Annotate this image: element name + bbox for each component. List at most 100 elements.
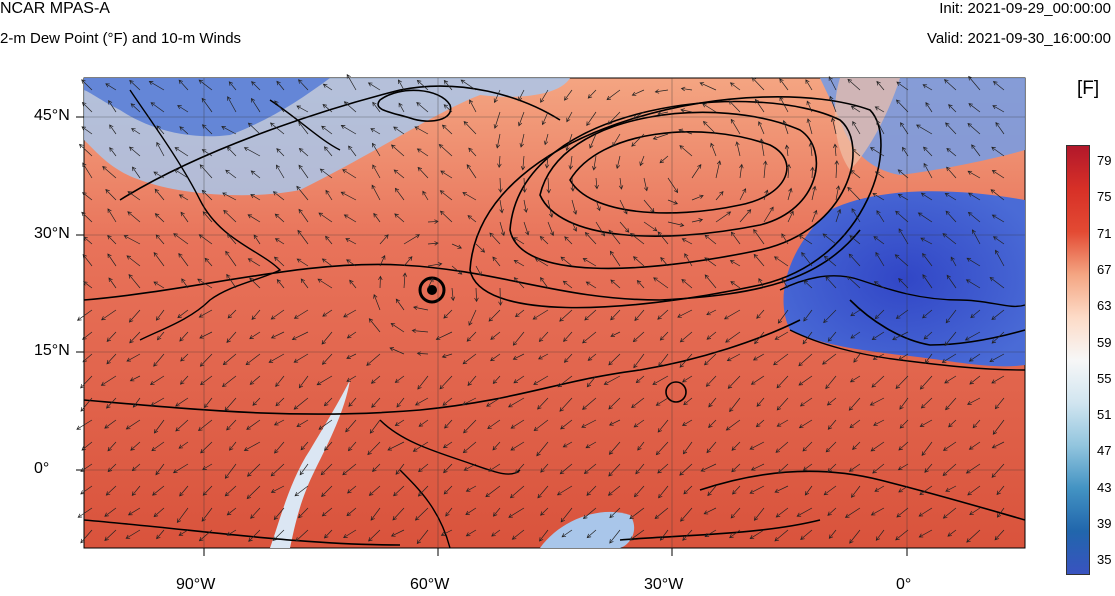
wind-arrow: [178, 252, 189, 267]
wind-arrow: [991, 146, 1005, 157]
wind-arrow: [849, 235, 861, 245]
wind-arrow: [228, 81, 237, 91]
wind-arrow: [751, 77, 765, 91]
wind-arrow: [850, 331, 861, 339]
wind-arrow: [518, 89, 525, 102]
wind-arrow: [969, 507, 981, 516]
wind-arrow: [180, 211, 189, 223]
wind-arrow: [523, 221, 530, 236]
wind-arrow: [543, 133, 549, 146]
wind-arrow: [368, 318, 381, 333]
wind-arrow: [537, 397, 549, 410]
wind-arrow: [898, 441, 909, 451]
wind-arrow: [398, 79, 405, 91]
wind-arrow: [226, 419, 237, 431]
wind-arrow: [533, 419, 549, 432]
wind-arrow: [273, 256, 285, 267]
wind-arrow: [443, 104, 453, 113]
wind-arrow: [491, 529, 501, 537]
lon-label-0: 0°: [896, 576, 912, 593]
wind-arrow: [201, 149, 213, 157]
wind-arrow: [876, 120, 885, 135]
wind-arrow: [564, 236, 573, 245]
wind-arrow: [739, 209, 752, 223]
wind-arrow: [317, 278, 333, 289]
wind-arrow: [252, 397, 261, 406]
wind-arrow: [755, 419, 765, 428]
wind-arrow: [298, 507, 309, 519]
wind-arrow: [109, 124, 117, 135]
wind-arrow: [822, 233, 837, 245]
wind-arrow: [125, 529, 141, 539]
wind-arrow: [440, 170, 453, 179]
wind-arrow: [710, 142, 717, 157]
wind-arrow: [919, 375, 933, 390]
wind-arrow: [968, 441, 981, 450]
wind-arrow: [967, 122, 981, 135]
wind-arrow: [829, 95, 837, 113]
wind-arrow: [852, 441, 861, 451]
wind-arrow: [80, 397, 93, 412]
wind-arrow: [657, 231, 669, 245]
wind-arrow: [924, 353, 933, 364]
wind-arrow: [197, 278, 213, 289]
wind-arrow: [630, 232, 645, 245]
wind-arrow: [547, 199, 554, 218]
wind-arrow: [492, 375, 501, 385]
wind-arrow: [492, 507, 501, 517]
wind-arrow: [107, 208, 117, 223]
wind-arrow: [323, 146, 333, 157]
wind-arrow: [393, 485, 405, 497]
wind-arrow: [967, 485, 981, 496]
wind-arrow: [811, 185, 817, 201]
wind-arrow: [873, 236, 885, 245]
wind-arrow: [368, 529, 381, 542]
wind-arrow: [539, 529, 549, 542]
wind-arrow: [81, 211, 93, 223]
wind-arrow: [544, 155, 550, 169]
wind-arrow: [921, 441, 933, 456]
wind-arrow: [653, 277, 669, 289]
wind-arrow: [270, 485, 285, 493]
lat-label-15n: 15°N: [34, 342, 70, 359]
wind-arrow: [274, 213, 285, 223]
wind-arrow: [774, 331, 789, 340]
wind-arrow: [346, 331, 357, 339]
wind-arrow: [920, 237, 933, 245]
wind-arrow: [514, 463, 525, 474]
wind-arrow: [776, 375, 789, 389]
wind-arrow: [643, 221, 658, 232]
wind-arrow: [177, 105, 189, 113]
wind-arrow: [608, 419, 621, 426]
wind-arrow: [874, 309, 885, 320]
wind-arrow: [944, 192, 957, 201]
wind-arrow: [823, 485, 837, 496]
wind-arrow: [873, 419, 885, 426]
wind-arrow: [637, 441, 645, 451]
wind-arrow: [298, 164, 309, 179]
wind-arrow: [270, 309, 285, 320]
wind-arrow: [132, 397, 141, 408]
wind-arrow: [366, 353, 381, 366]
wind-arrow: [176, 507, 189, 523]
wind-arrow: [989, 353, 1005, 363]
wind-arrow: [346, 507, 357, 517]
wind-arrow: [876, 80, 885, 91]
wind-arrow: [586, 529, 597, 539]
wind-arrow: [610, 331, 621, 337]
wind-arrow: [371, 397, 381, 408]
wind-arrow: [756, 397, 765, 407]
wind-arrow: [896, 507, 909, 518]
wind-arrow: [416, 79, 429, 91]
wind-arrow: [155, 463, 165, 476]
wind-arrow: [173, 233, 189, 245]
wind-arrow: [226, 233, 237, 245]
wind-arrow: [946, 147, 957, 157]
wind-arrow: [895, 309, 909, 319]
wind-arrow: [414, 507, 429, 521]
wind-arrow: [691, 218, 704, 223]
wind-arrow: [343, 101, 357, 113]
wind-arrow: [495, 133, 501, 149]
wind-arrow: [679, 331, 693, 343]
wind-arrow: [923, 331, 933, 340]
